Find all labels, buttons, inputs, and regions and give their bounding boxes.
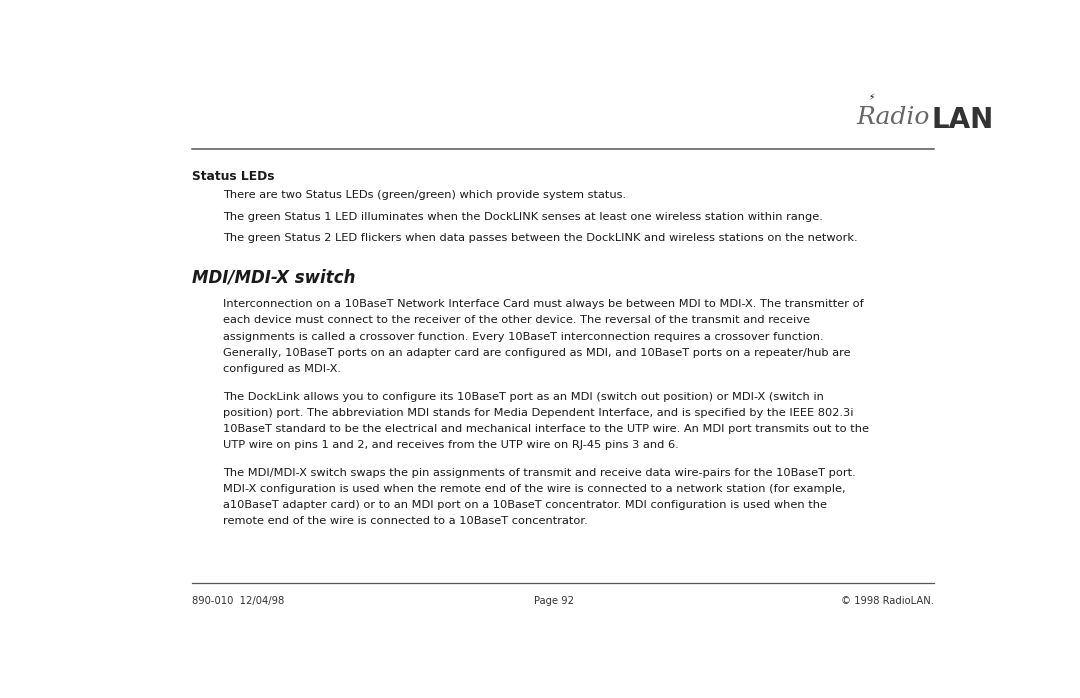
Text: Page 92: Page 92 — [534, 596, 573, 606]
Text: LAN: LAN — [932, 106, 994, 134]
Text: The MDI/MDI-X switch swaps the pin assignments of transmit and receive data wire: The MDI/MDI-X switch swaps the pin assig… — [222, 468, 855, 478]
Text: UTP wire on pins 1 and 2, and receives from the UTP wire on RJ-45 pins 3 and 6.: UTP wire on pins 1 and 2, and receives f… — [222, 440, 678, 450]
Text: ⚡: ⚡ — [868, 93, 875, 102]
Text: © 1998 RadioLAN.: © 1998 RadioLAN. — [841, 596, 934, 606]
Text: Interconnection on a 10BaseT Network Interface Card must always be between MDI t: Interconnection on a 10BaseT Network Int… — [222, 299, 864, 309]
Text: MDI/MDI-X switch: MDI/MDI-X switch — [192, 268, 355, 286]
Text: The green Status 1 LED illuminates when the DockLINK senses at least one wireles: The green Status 1 LED illuminates when … — [222, 211, 823, 222]
Text: position) port. The abbreviation MDI stands for Media Dependent Interface, and i: position) port. The abbreviation MDI sta… — [222, 408, 853, 418]
Text: MDI-X configuration is used when the remote end of the wire is connected to a ne: MDI-X configuration is used when the rem… — [222, 484, 846, 494]
Text: The green Status 2 LED flickers when data passes between the DockLINK and wirele: The green Status 2 LED flickers when dat… — [222, 233, 858, 243]
Text: Generally, 10BaseT ports on an adapter card are configured as MDI, and 10BaseT p: Generally, 10BaseT ports on an adapter c… — [222, 348, 851, 357]
Text: configured as MDI-X.: configured as MDI-X. — [222, 364, 341, 373]
Text: assignments is called a crossover function. Every 10BaseT interconnection requir: assignments is called a crossover functi… — [222, 332, 824, 341]
Text: Status LEDs: Status LEDs — [192, 170, 274, 183]
Text: The DockLink allows you to configure its 10BaseT port as an MDI (switch out posi: The DockLink allows you to configure its… — [222, 392, 824, 402]
Text: There are two Status LEDs (green/green) which provide system status.: There are two Status LEDs (green/green) … — [222, 190, 626, 200]
Text: remote end of the wire is connected to a 10BaseT concentrator.: remote end of the wire is connected to a… — [222, 517, 588, 526]
Text: Radio: Radio — [856, 106, 930, 129]
Text: 10BaseT standard to be the electrical and mechanical interface to the UTP wire. : 10BaseT standard to be the electrical an… — [222, 424, 869, 434]
Text: 890-010  12/04/98: 890-010 12/04/98 — [192, 596, 284, 606]
Text: each device must connect to the receiver of the other device. The reversal of th: each device must connect to the receiver… — [222, 315, 810, 325]
Text: a10BaseT adapter card) or to an MDI port on a 10BaseT concentrator. MDI configur: a10BaseT adapter card) or to an MDI port… — [222, 500, 827, 510]
